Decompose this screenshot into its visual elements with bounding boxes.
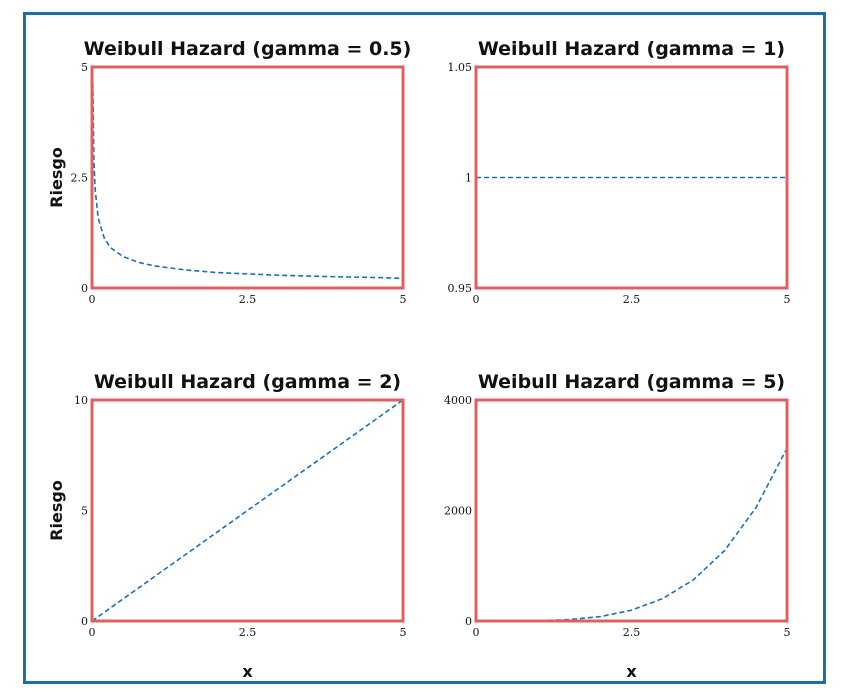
y-tick-label: 1.05 bbox=[448, 61, 473, 74]
y-tick-label: 4000 bbox=[444, 394, 472, 407]
plot-area-border bbox=[474, 398, 789, 623]
y-tick-label: 10 bbox=[74, 394, 88, 407]
y-tick-label: 2000 bbox=[444, 505, 472, 518]
y-tick-label: 1 bbox=[465, 172, 472, 185]
y-tick-label: 0 bbox=[465, 615, 472, 628]
panel-3: Weibull Hazard (gamma = 2) 0 2.5 5 0 5 10 Riesg… bbox=[47, 371, 407, 681]
y-tick-label: 0 bbox=[81, 615, 88, 628]
panel-1: Weibull Hazard (gamma = 0.5) 0 2.5 5 0 2.5 5 Ri… bbox=[47, 38, 411, 306]
x-axis-label: x bbox=[242, 662, 253, 681]
y-tick-label: 2.5 bbox=[71, 172, 89, 185]
y-tick-label: 0.95 bbox=[448, 282, 473, 295]
x-tick-label: 5 bbox=[400, 293, 407, 306]
series-line bbox=[476, 447, 787, 621]
x-axis-label: x bbox=[626, 662, 637, 681]
panel-title: Weibull Hazard (gamma = 1) bbox=[478, 38, 785, 60]
y-tick-label: 5 bbox=[81, 61, 88, 74]
x-tick-label: 2.5 bbox=[623, 626, 641, 639]
panel-title: Weibull Hazard (gamma = 0.5) bbox=[84, 38, 412, 60]
y-axis-label: Riesgo bbox=[47, 480, 66, 541]
x-tick-label: 0 bbox=[89, 293, 96, 306]
y-tick-label: 5 bbox=[81, 505, 88, 518]
y-tick-label: 0 bbox=[81, 282, 88, 295]
panel-4: Weibull Hazard (gamma = 5) 0 2.5 5 0 2000 4000… bbox=[444, 371, 791, 681]
x-tick-label: 5 bbox=[784, 626, 791, 639]
x-tick-label: 2.5 bbox=[239, 626, 257, 639]
x-tick-label: 0 bbox=[89, 626, 96, 639]
y-axis-label: Riesgo bbox=[47, 147, 66, 208]
series-line bbox=[92, 400, 403, 621]
panel-title: Weibull Hazard (gamma = 5) bbox=[478, 371, 785, 393]
x-tick-label: 0 bbox=[473, 626, 480, 639]
panel-title: Weibull Hazard (gamma = 2) bbox=[94, 371, 401, 393]
x-tick-label: 0 bbox=[473, 293, 480, 306]
plot-area-border bbox=[90, 398, 405, 623]
x-tick-label: 2.5 bbox=[239, 293, 257, 306]
panel-2: Weibull Hazard (gamma = 1) 0 2.5 5 0.95 1 1.05 bbox=[448, 38, 791, 306]
figure-frame bbox=[23, 12, 826, 684]
plot-area-border bbox=[90, 65, 405, 290]
plot-area-border bbox=[474, 65, 789, 290]
x-tick-label: 5 bbox=[400, 626, 407, 639]
x-tick-label: 5 bbox=[784, 293, 791, 306]
series-line bbox=[92, 67, 403, 280]
x-tick-label: 2.5 bbox=[623, 293, 641, 306]
